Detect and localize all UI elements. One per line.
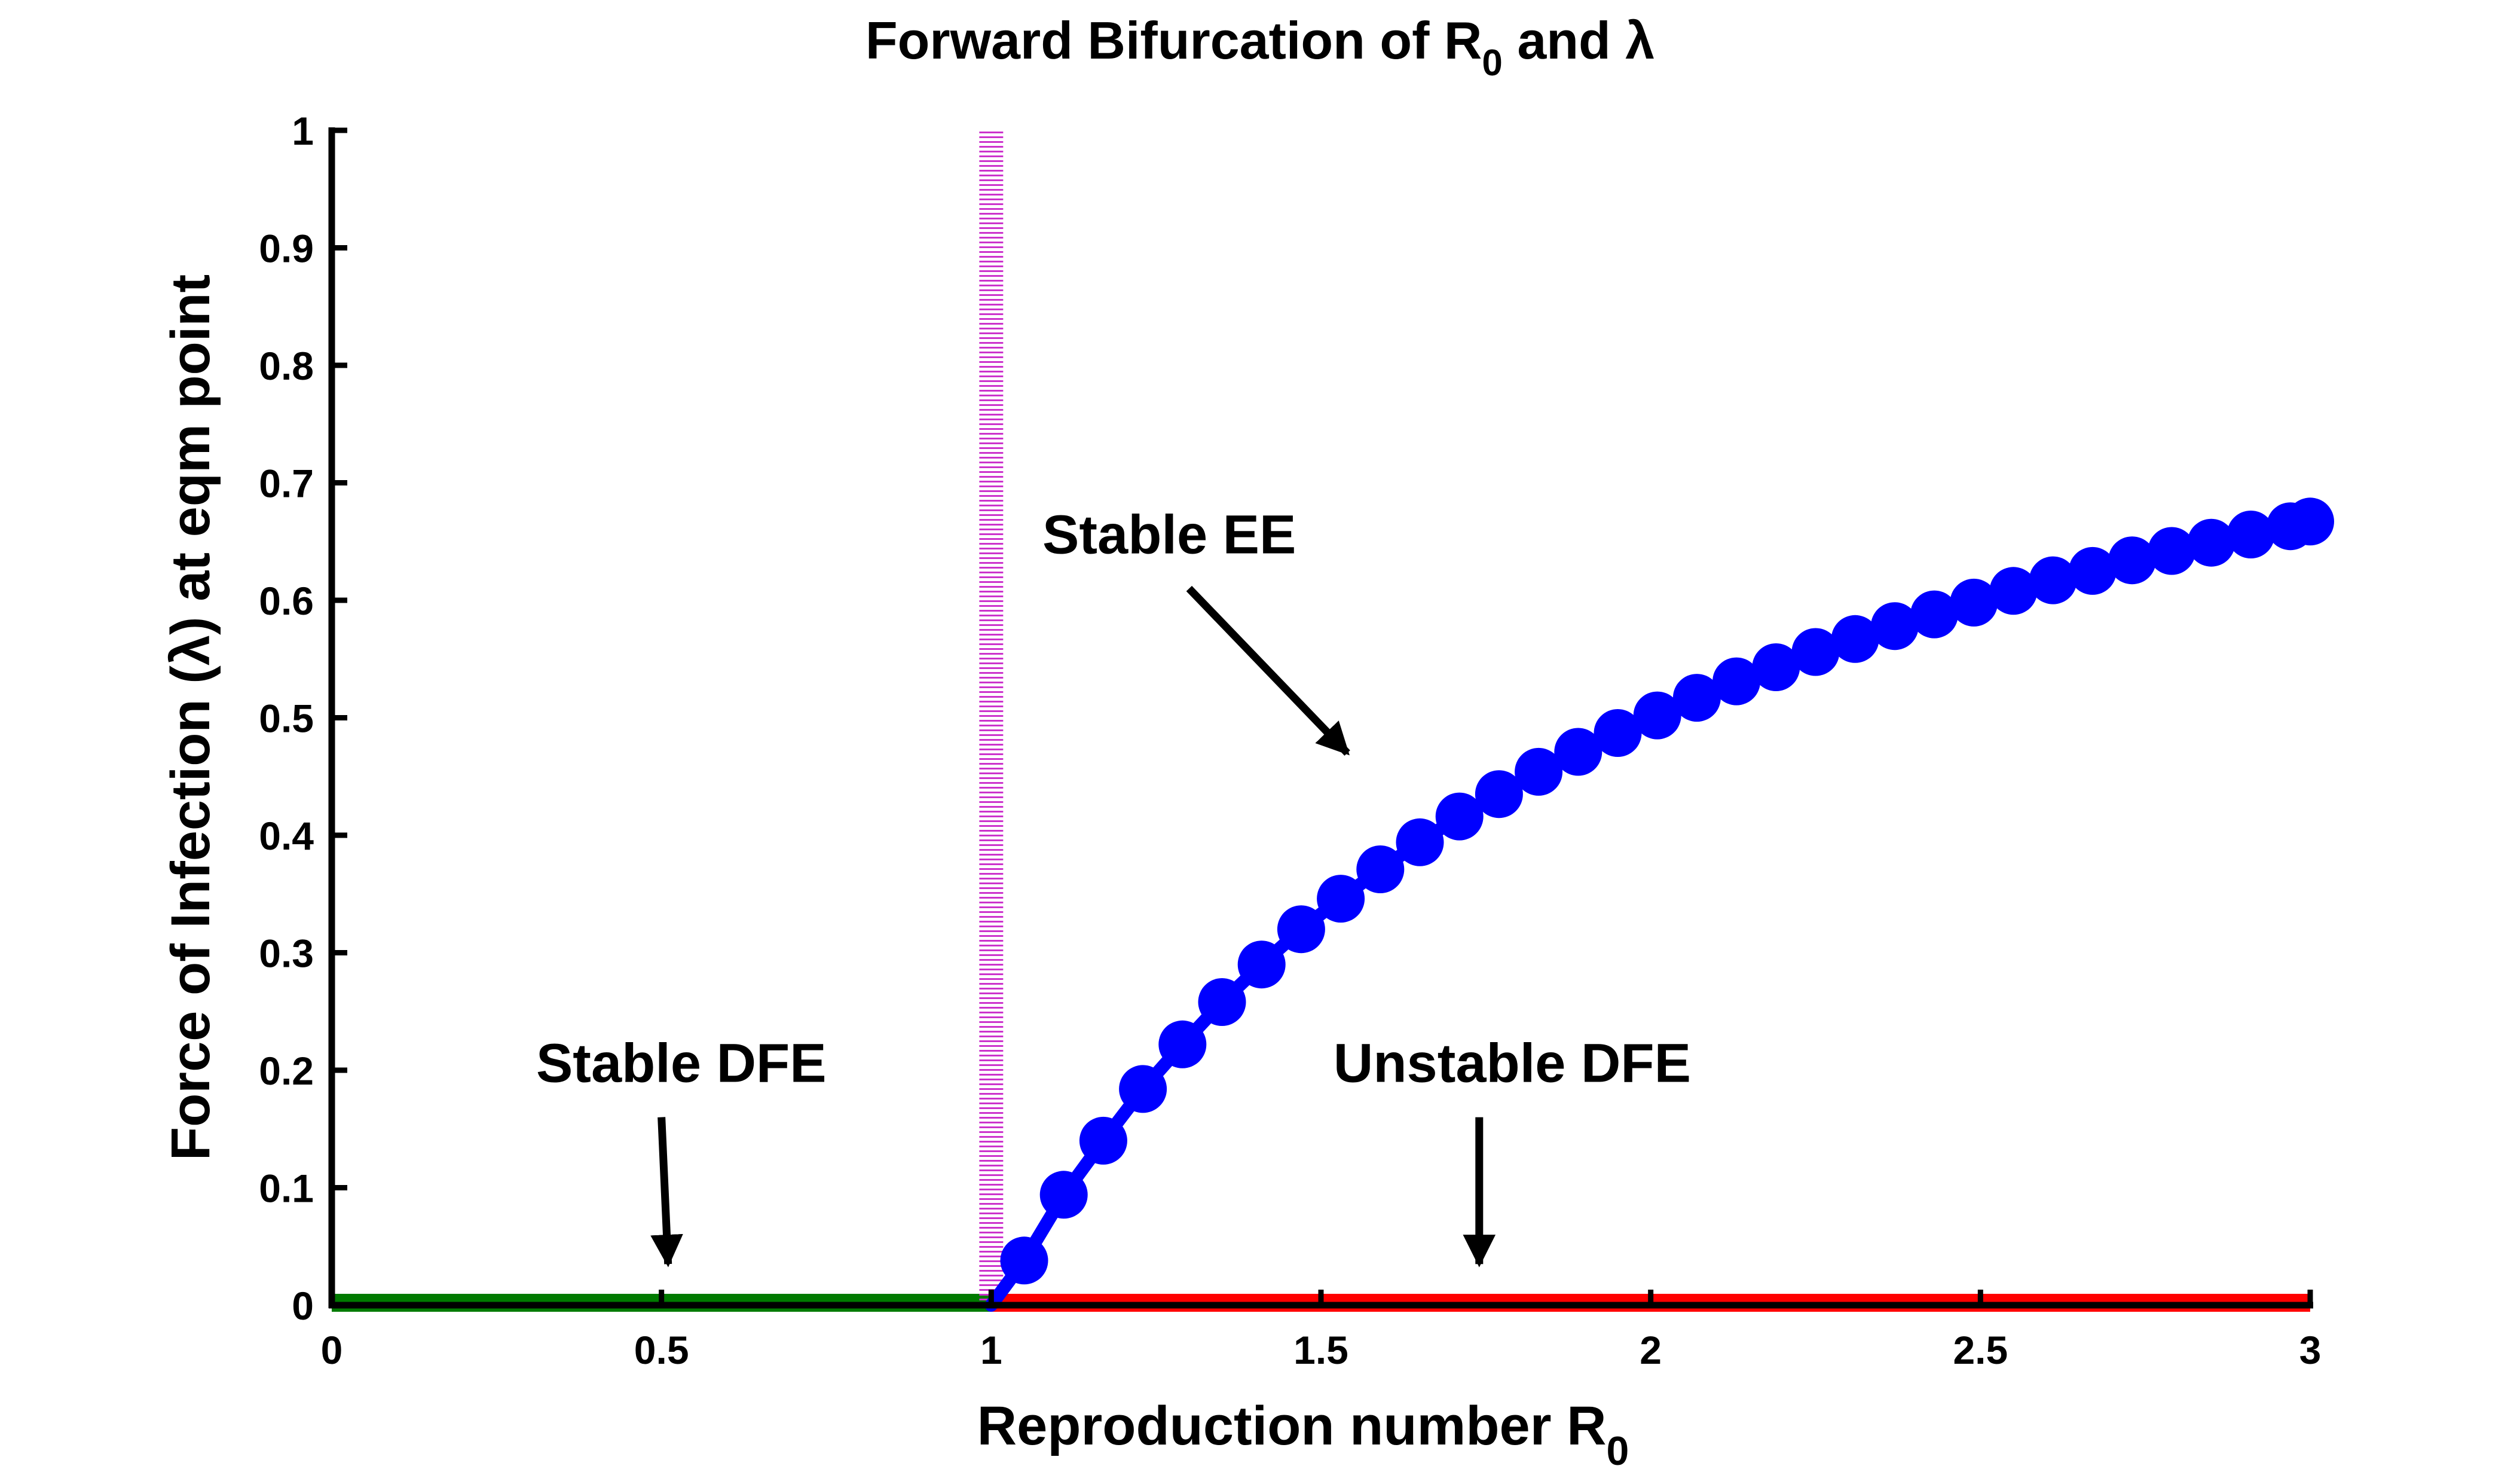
series-endemic-equilibrium-point [2068, 546, 2117, 595]
series-endemic-equilibrium-point [1791, 628, 1840, 676]
series-endemic-equilibrium-point [1910, 590, 1959, 639]
series-endemic-equilibrium-point [1079, 1116, 1127, 1165]
chart-title-tail: and λ [1503, 11, 1654, 70]
series-endemic-equilibrium-point [1831, 615, 1879, 663]
chart-title-subscript: 0 [1482, 42, 1502, 84]
x-tick-label: 0.5 [634, 1328, 689, 1372]
series-endemic-equilibrium-point [1950, 578, 1998, 627]
y-tick-label: 0 [292, 1284, 314, 1328]
series-endemic-equilibrium-point [1672, 674, 1721, 722]
x-tick-label: 2.5 [1953, 1328, 2008, 1372]
y-tick-label: 1 [292, 109, 314, 153]
series-endemic-equilibrium-point [1554, 728, 1602, 776]
series-endemic-equilibrium-point [1039, 1171, 1088, 1219]
annotation-arrow [1186, 585, 1350, 756]
x-tick-label: 2 [1640, 1328, 1662, 1372]
series-endemic-equilibrium-point [1317, 875, 1365, 923]
series-endemic-equilibrium-point [1198, 978, 1246, 1026]
series-endemic-equilibrium-point [2148, 527, 2196, 575]
x-axis-title-main: Reproduction number R [977, 1395, 1607, 1456]
y-tick-label: 0.5 [259, 697, 314, 741]
x-axis-title-subscript: 0 [1607, 1428, 1629, 1469]
series-endemic-equilibrium-point [2187, 518, 2235, 567]
x-axis-title: Reproduction number R0 [977, 1395, 1629, 1469]
axes: 0 0.5 1 1.5 2 2.5 3 0 0.1 0.2 0.3 0.4 0.5 0.6 0.7 0.8 0.… [259, 109, 2321, 1372]
series-endemic-equilibrium-point [1435, 792, 1484, 841]
series-endemic-equilibrium-point [1356, 845, 1405, 893]
y-tick-label: 0.3 [259, 932, 314, 976]
series-endemic-equilibrium-point [1277, 905, 1325, 954]
series-endemic-equilibrium-point [1989, 567, 2038, 615]
annotation-arrow [650, 1117, 683, 1268]
y-tick-label: 0.1 [259, 1166, 314, 1211]
series-endemic-equilibrium-point [2029, 556, 2077, 604]
series-endemic-equilibrium-point [1752, 643, 1800, 691]
y-tick-label: 0.9 [259, 227, 314, 271]
x-tick-label: 3 [2299, 1328, 2322, 1372]
series-endemic-equilibrium-point [2227, 511, 2275, 558]
annotations: Stable DFE Unstable DFE Stable EE [536, 504, 1691, 1268]
annotation-label: Unstable DFE [1334, 1033, 1691, 1094]
series-endemic-equilibrium-point [1712, 657, 1761, 706]
series-endemic-equilibrium-point [1237, 940, 1286, 989]
y-tick-label: 0.2 [259, 1049, 314, 1093]
x-tick-label: 1 [980, 1328, 1002, 1372]
series-endemic-equilibrium-point [1000, 1236, 1048, 1285]
y-axis-title: Force of Infection (λ) at eqm point [160, 274, 221, 1160]
series-endemic-equilibrium-line [984, 515, 2317, 1312]
y-tick-label: 0.8 [259, 344, 314, 388]
series-endemic-equilibrium-point [2108, 536, 2157, 585]
series-endemic-equilibrium-point [2286, 497, 2334, 546]
x-tick-label: 0 [321, 1328, 343, 1372]
series-endemic-equilibrium-point [1119, 1065, 1167, 1113]
series-endemic-equilibrium-point [1475, 770, 1523, 819]
chart-title: Forward Bifurcation of R0 and λ [866, 11, 1654, 84]
y-tick-label: 0.6 [259, 579, 314, 623]
chart-title-main: Forward Bifurcation of R [866, 11, 1482, 70]
series-endemic-equilibrium-point [1633, 691, 1681, 740]
series-endemic-equilibrium-point [1396, 818, 1444, 866]
series-endemic-equilibrium-point [1515, 747, 1563, 796]
y-tick-label: 0.7 [259, 462, 314, 506]
plot-area [332, 130, 2334, 1312]
series-endemic-equilibrium-point [1870, 602, 1919, 650]
series-endemic-equilibrium-point [1158, 1020, 1207, 1068]
annotation-label: Stable EE [1042, 504, 1296, 565]
x-tick-label: 1.5 [1293, 1328, 1348, 1372]
y-tick-label: 0.4 [259, 814, 314, 858]
series-endemic-equilibrium-point [1594, 709, 1642, 757]
annotation-label: Stable DFE [536, 1033, 827, 1094]
